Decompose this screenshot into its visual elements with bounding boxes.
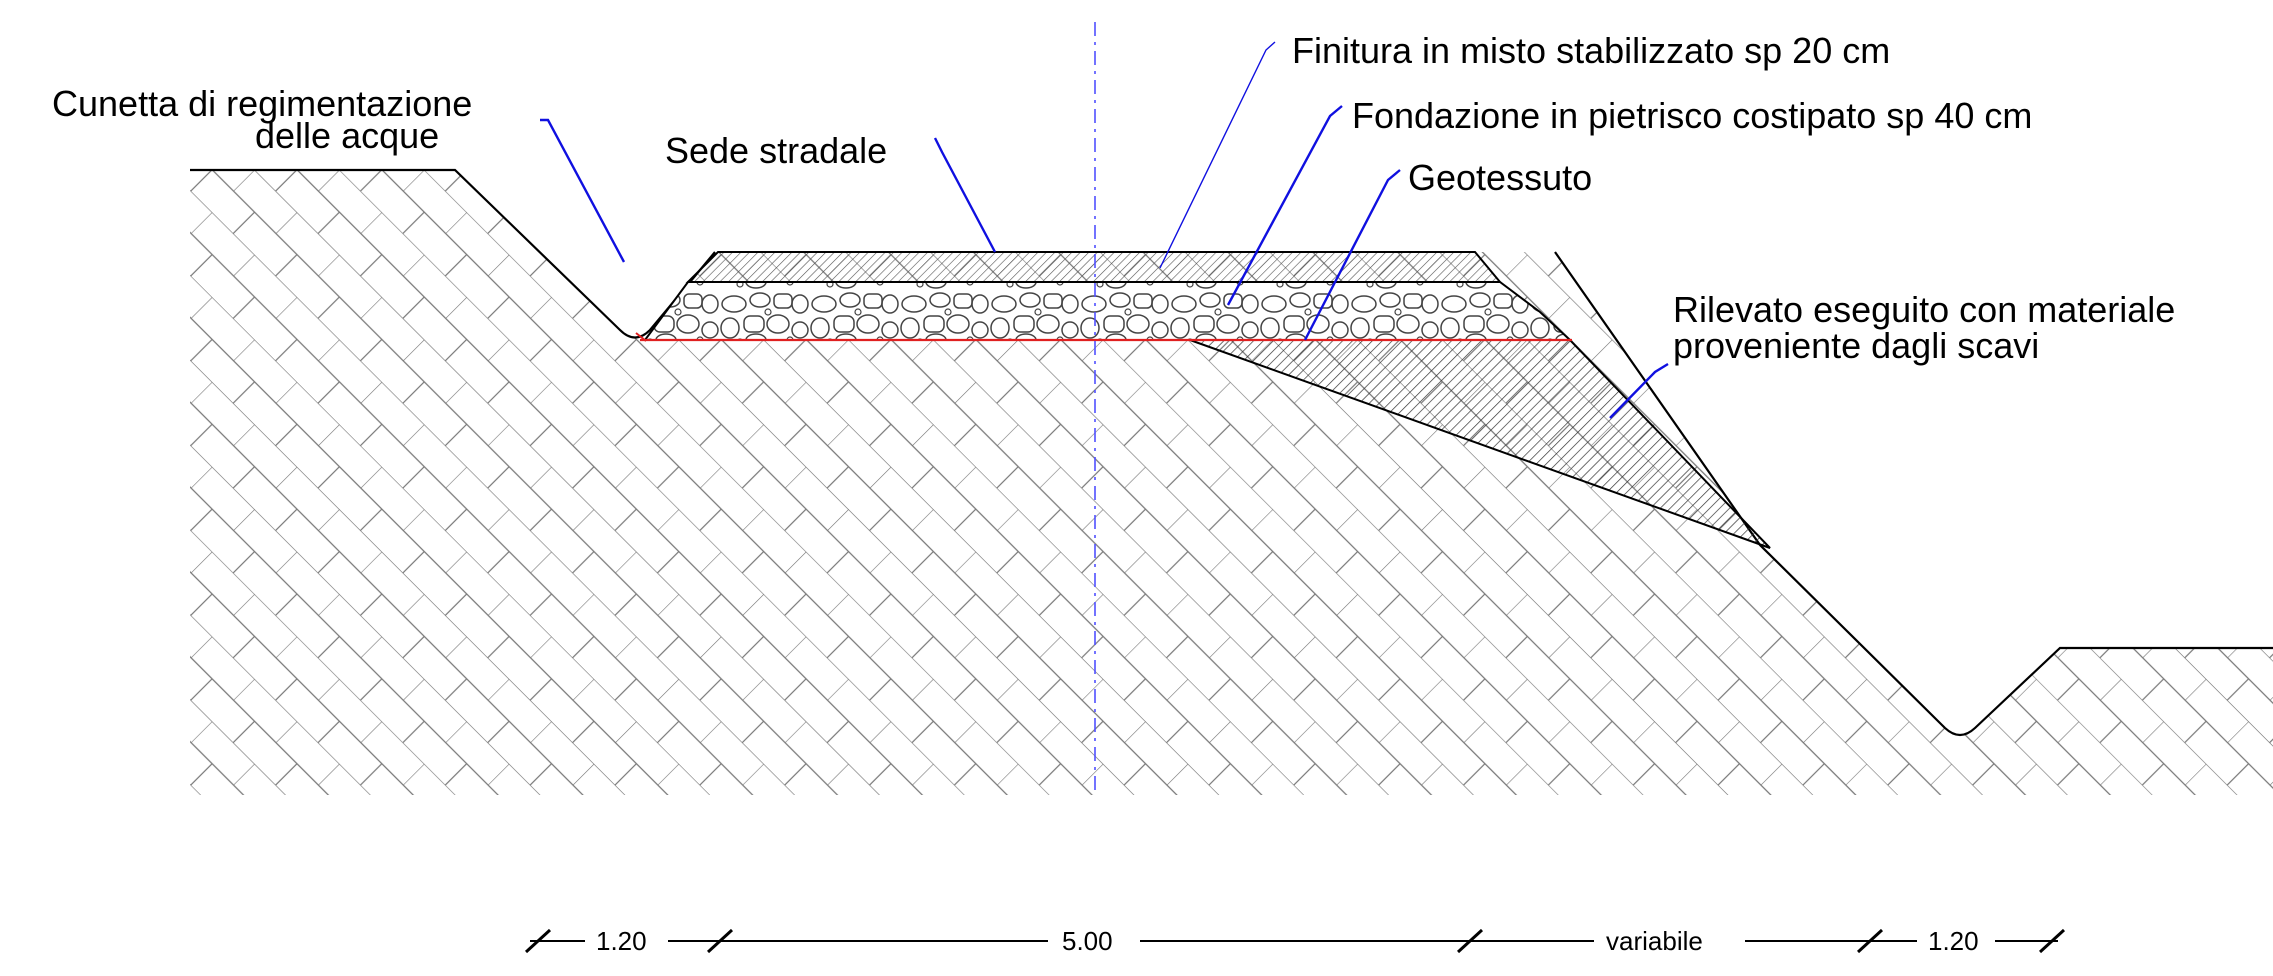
dim-label-1: 1.20 xyxy=(596,926,647,956)
dim-tick xyxy=(524,928,552,954)
finishing-layer xyxy=(685,251,1503,283)
dim-tick xyxy=(1456,928,1484,954)
dimension-line xyxy=(524,928,2066,954)
ground-surface-left xyxy=(190,168,716,339)
ground-surface-right xyxy=(1554,251,2273,737)
leader-finitura xyxy=(1159,41,1276,269)
label-fondazione: Fondazione in pietrisco costipato sp 40 … xyxy=(1352,95,2032,136)
label-sede-stradale: Sede stradale xyxy=(665,130,887,171)
foundation-layer xyxy=(643,281,1573,341)
dim-label-3: variabile xyxy=(1606,926,1703,956)
leader-geotessuto xyxy=(1303,169,1401,341)
label-cunetta-line1: Cunetta di regimentazione xyxy=(52,83,472,124)
label-finitura: Finitura in misto stabilizzato sp 20 cm xyxy=(1292,30,1890,71)
dim-tick xyxy=(706,928,734,954)
label-rilevato-line1: Rilevato eseguito con materiale xyxy=(1673,289,2175,330)
leader-sede xyxy=(933,137,997,253)
dim-tick xyxy=(1856,928,1884,954)
label-rilevato-line2: proveniente dagli scavi xyxy=(1673,325,2039,366)
geotextile-edge xyxy=(635,332,647,342)
dim-label-4: 1.20 xyxy=(1928,926,1979,956)
dim-label-2: 5.00 xyxy=(1062,926,1113,956)
label-cunetta-line2: delle acque xyxy=(255,115,439,156)
label-geotessuto: Geotessuto xyxy=(1408,157,1592,198)
leader-rilevato xyxy=(1609,362,1669,419)
leader-cunetta xyxy=(540,118,626,263)
leader-fondazione xyxy=(1226,105,1343,306)
dim-tick xyxy=(2038,928,2066,954)
